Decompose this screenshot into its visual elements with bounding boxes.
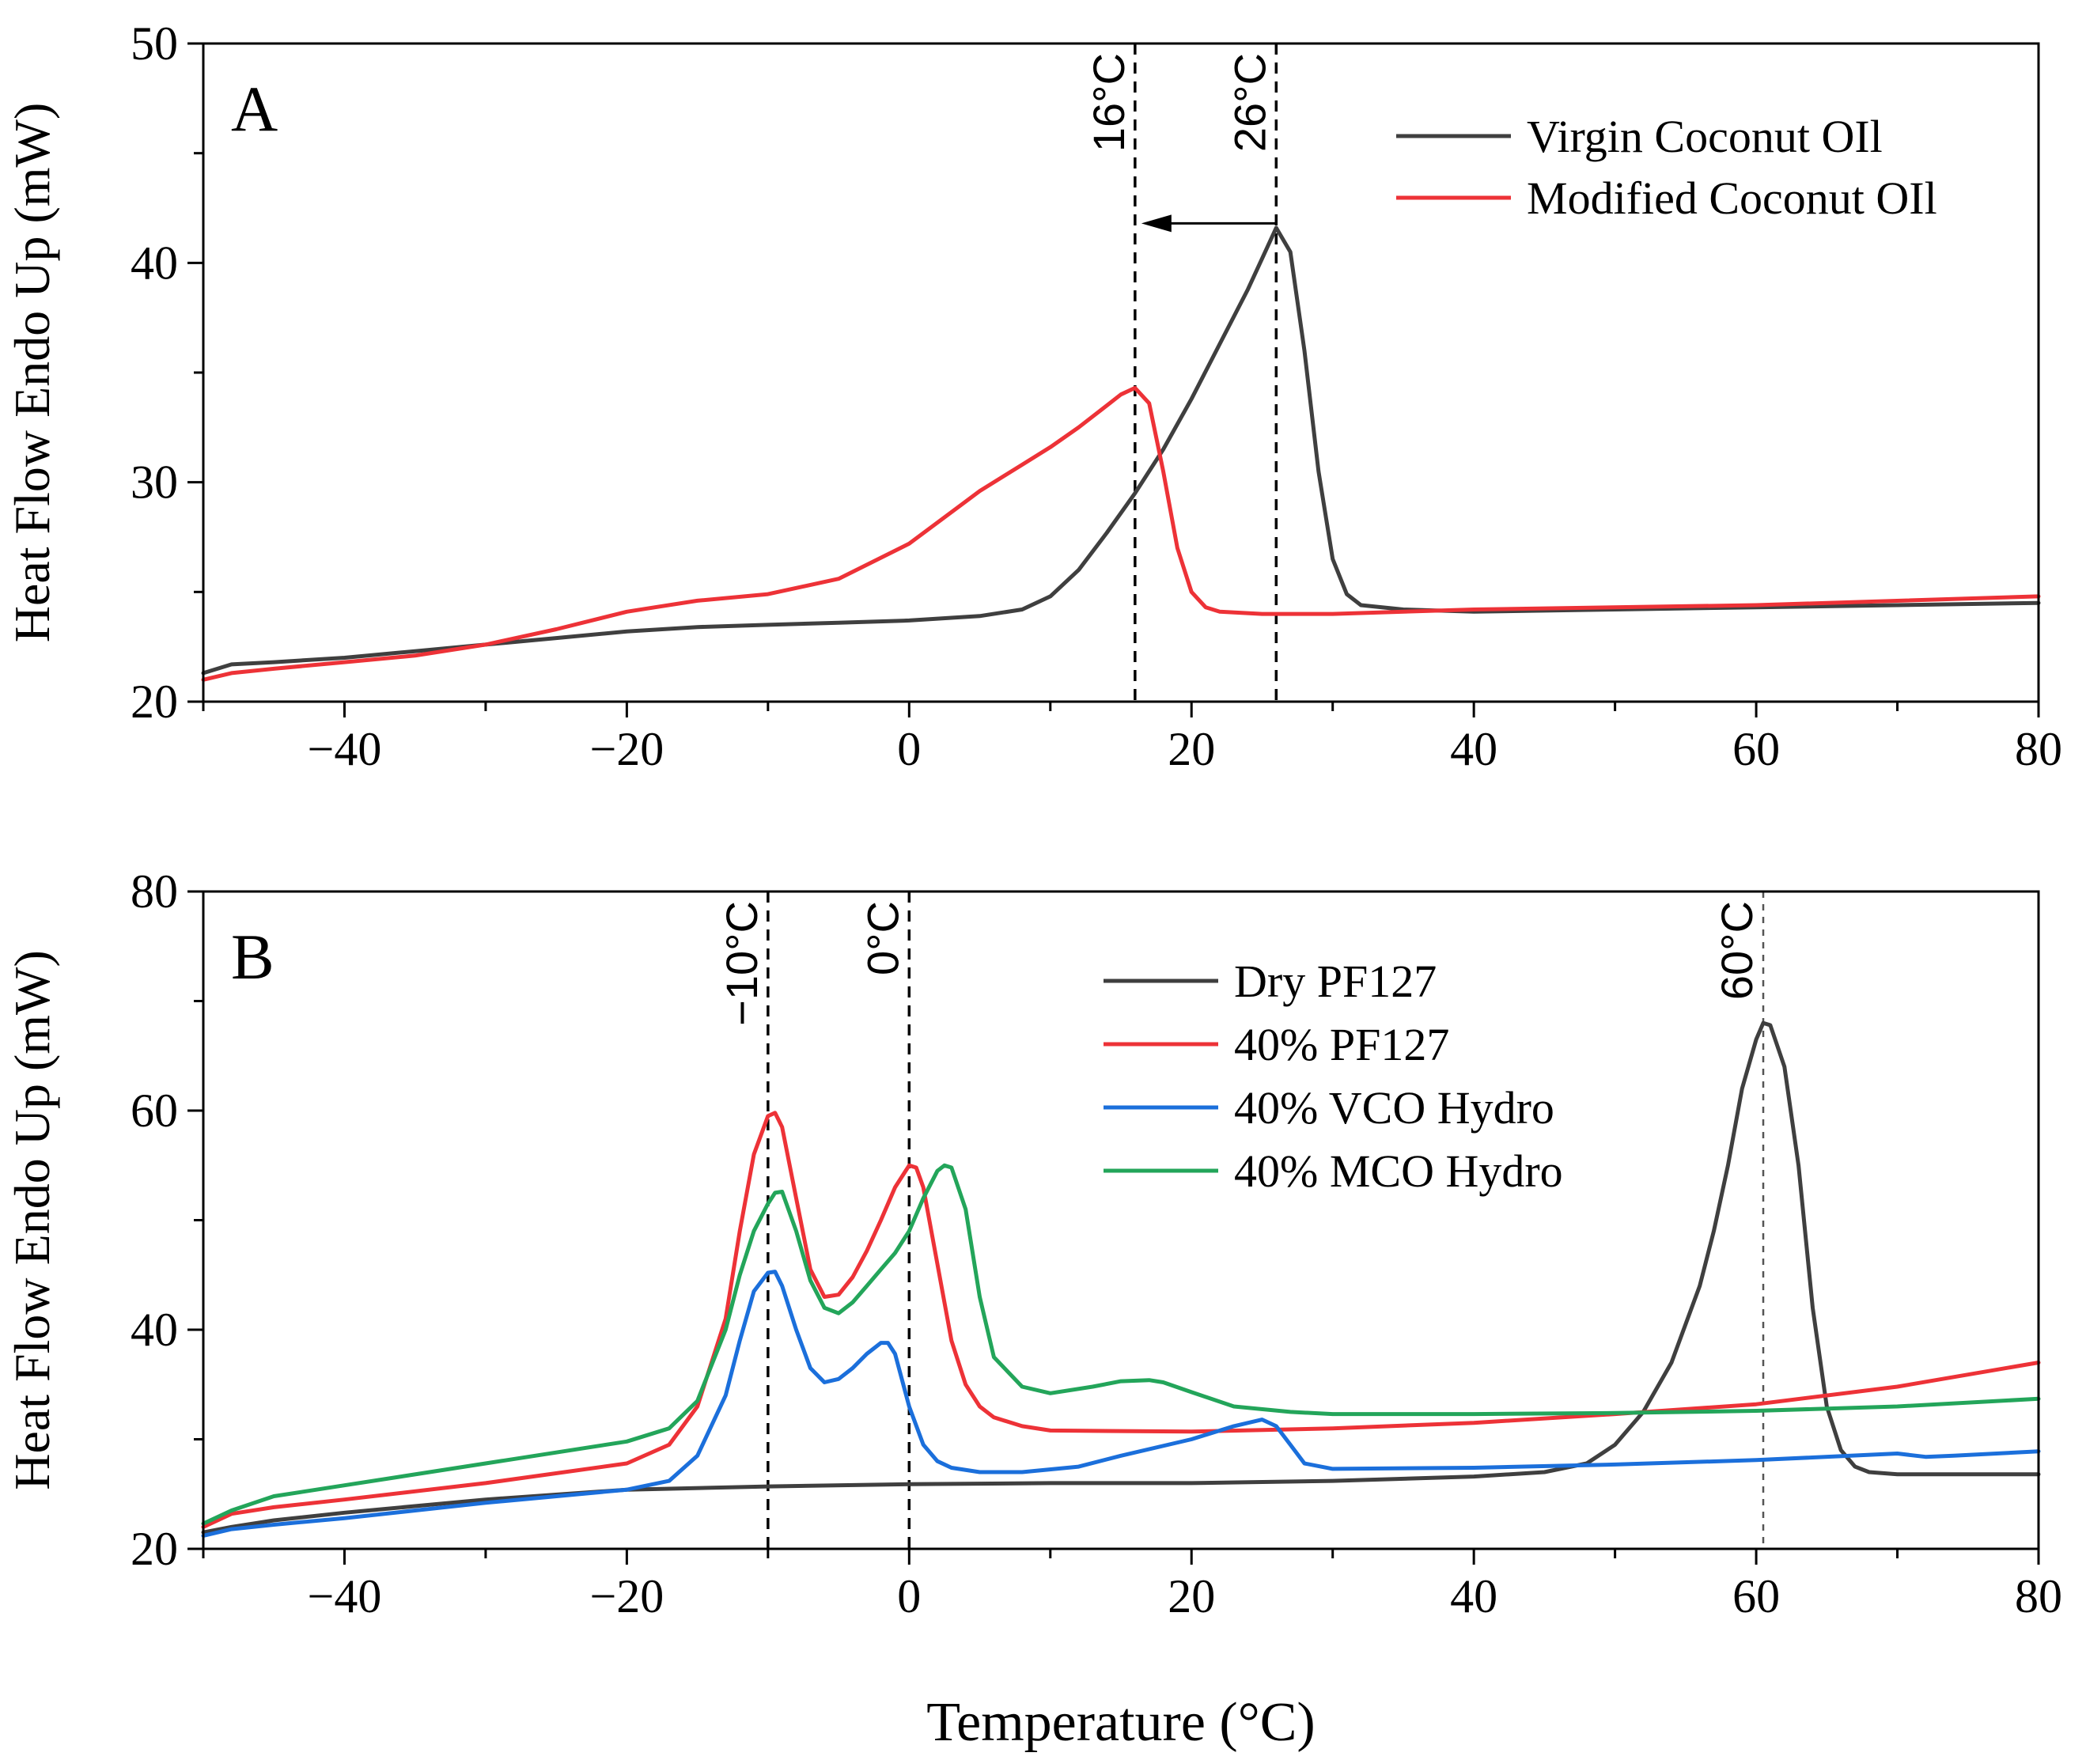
panel-b-reference-line-label: 60°C bbox=[1712, 901, 1762, 1000]
panel-a-series-line-1 bbox=[201, 225, 2041, 676]
panel-b-x-tick-label: 80 bbox=[2015, 1570, 2062, 1622]
panel-b-x-tick-label: −40 bbox=[308, 1570, 382, 1622]
panel-a-reference-lines bbox=[1134, 44, 1278, 702]
panel-b-reference-line-label: 0°C bbox=[857, 901, 907, 975]
panel-a-y-tick-label: 40 bbox=[131, 237, 178, 289]
panel-b-y-tick-label: 20 bbox=[131, 1523, 178, 1575]
panel-b-series-line-4 bbox=[201, 1163, 2041, 1526]
panel-b-y-axis-label: Heat Flow Endo Up (mW) bbox=[4, 950, 60, 1490]
panel-b-series-line-1 bbox=[201, 1020, 2041, 1535]
panel-b-legend-label: 40% MCO Hydro bbox=[1234, 1145, 1563, 1197]
panel-a-x-tick-label: 60 bbox=[1732, 723, 1780, 775]
panel-a-legend-label: Virgin Coconut OIl bbox=[1527, 111, 1883, 162]
panel-b-y-tick-label: 60 bbox=[131, 1085, 178, 1137]
panel-a-tick-labels: −40 −20 0 20 40 60 80 20 30 40 50 bbox=[131, 17, 2062, 775]
panel-a-series bbox=[201, 225, 2041, 682]
panel-a-axes-frame bbox=[202, 42, 2040, 703]
panel-b-tick-labels: −40 −20 0 20 40 60 80 20 40 60 80 bbox=[131, 865, 2062, 1622]
panel-a-x-tick-label: 80 bbox=[2015, 723, 2062, 775]
panel-b-legend-label: 40% PF127 bbox=[1234, 1019, 1449, 1070]
panel-a-reference-line-label: 26°C bbox=[1225, 53, 1274, 152]
panel-a-x-tick-label: 20 bbox=[1168, 723, 1215, 775]
panel-b-y-tick-label: 40 bbox=[131, 1304, 178, 1356]
panel-b-y-tick-label: 80 bbox=[131, 865, 178, 918]
panel-b: −40 −20 0 20 40 60 80 20 40 60 80 Heat Flow Endo U… bbox=[4, 865, 2062, 1622]
panel-b-series-line-3 bbox=[201, 1270, 2041, 1538]
panel-b-legend-label: Dry PF127 bbox=[1234, 956, 1437, 1007]
panel-b-legend-label: 40% VCO Hydro bbox=[1234, 1082, 1554, 1134]
panel-a-y-tick-label: 20 bbox=[131, 676, 178, 728]
panel-a-x-tick-label: 0 bbox=[897, 723, 921, 775]
panel-a: −40 −20 0 20 40 60 80 20 30 40 50 Heat Flow Endo U… bbox=[4, 17, 2062, 775]
x-axis-label: Temperature (°C) bbox=[926, 1692, 1315, 1753]
panel-a-y-tick-label: 30 bbox=[131, 456, 178, 509]
panel-b-axes-frame bbox=[202, 890, 2040, 1550]
panel-b-x-tick-label: 0 bbox=[897, 1570, 921, 1622]
panel-b-legend: Dry PF127 40% PF127 40% VCO Hydro 40% MCO H… bbox=[1104, 956, 1563, 1197]
panel-b-series-line-2 bbox=[201, 1111, 2041, 1529]
panel-a-y-tick-label: 50 bbox=[131, 17, 178, 70]
panel-b-x-tick-label: 40 bbox=[1450, 1570, 1497, 1622]
panel-a-series-line-2 bbox=[201, 385, 2041, 682]
panel-a-shift-arrow-head bbox=[1141, 214, 1172, 233]
panel-a-ticks bbox=[187, 42, 2040, 717]
panel-b-letter: B bbox=[231, 921, 274, 993]
panel-a-x-tick-label: −20 bbox=[589, 723, 664, 775]
panel-a-legend-label: Modified Coconut OIl bbox=[1527, 172, 1937, 224]
panel-b-annotations: −10°C 0°C 60°C bbox=[717, 901, 1762, 1026]
panel-b-reference-lines bbox=[767, 891, 1765, 1549]
panel-b-ticks bbox=[187, 890, 2040, 1565]
panel-a-x-tick-label: −40 bbox=[308, 723, 382, 775]
panel-a-reference-line-label: 16°C bbox=[1084, 53, 1134, 152]
panel-b-x-tick-label: −20 bbox=[589, 1570, 664, 1622]
panel-b-x-tick-label: 20 bbox=[1168, 1570, 1215, 1622]
panel-b-reference-line-label: −10°C bbox=[717, 901, 767, 1026]
panel-a-letter: A bbox=[231, 73, 278, 145]
panel-b-x-tick-label: 60 bbox=[1732, 1570, 1780, 1622]
panel-a-y-axis-label: Heat Flow Endo Up (mW) bbox=[4, 103, 60, 643]
panel-a-annotations: 16°C 26°C bbox=[1084, 53, 1277, 233]
panel-a-x-tick-label: 40 bbox=[1450, 723, 1497, 775]
panel-a-legend: Virgin Coconut OIl Modified Coconut OIl bbox=[1396, 111, 1937, 224]
panel-b-series bbox=[201, 1020, 2041, 1538]
